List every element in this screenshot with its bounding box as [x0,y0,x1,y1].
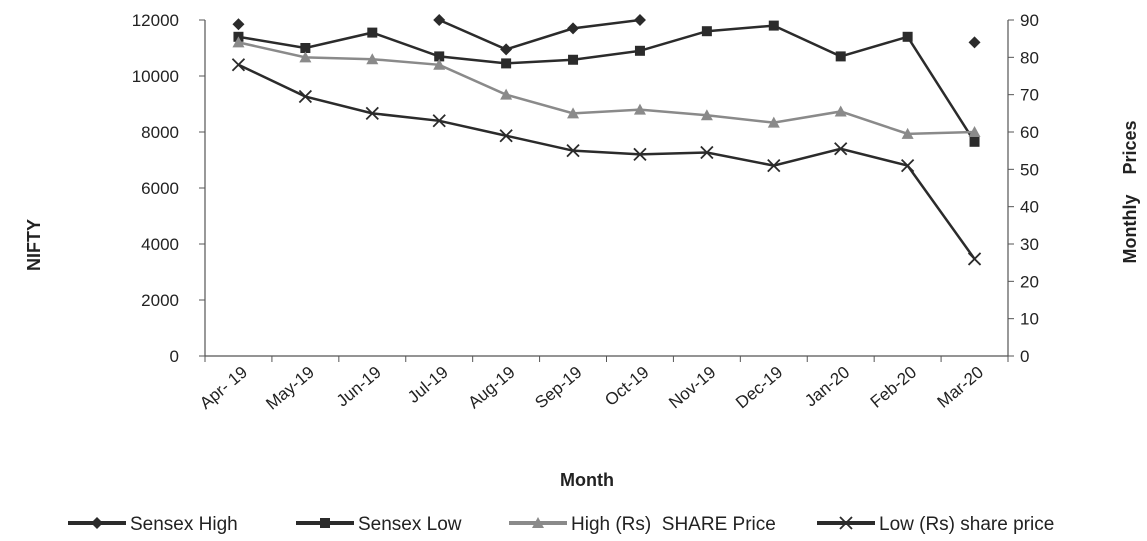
y-tick-label-right: 10 [1020,310,1039,329]
data-point [499,129,513,143]
x-tick-label: Mar-20 [934,363,987,412]
data-point [567,107,580,119]
legend-item: Low (Rs) share price [817,514,1054,535]
legend-label: Sensex High [130,514,238,535]
x-tick-label: Aug-19 [464,363,518,413]
y-tick-label-left: 4000 [141,235,179,254]
data-point [298,89,313,104]
y-tick-label-left: 10000 [132,67,179,86]
axes: 0 2000 4000 6000 8000 10000 12000 0 10 20 30 40 50 60… [132,11,1039,414]
data-point [700,145,714,160]
data-point [434,51,445,62]
x-tick-label: Jun-19 [333,363,385,411]
y-tick-label-right: 30 [1020,235,1039,254]
data-point [633,14,646,26]
legend-label: High (Rs) SHARE Price [571,514,776,535]
data-point [366,53,379,65]
data-point [835,51,846,62]
series-line [438,18,641,51]
data-point [701,26,712,37]
data-point [633,147,647,162]
data-point [633,103,646,115]
series-line [237,63,976,260]
data-point [834,105,847,117]
data-point [767,116,780,128]
legend-item: High (Rs) SHARE Price [509,514,776,535]
data-point [568,54,579,65]
data-point [433,58,446,70]
data-point [968,126,981,137]
legend-item: Sensex High [68,514,238,535]
data-point [232,36,245,48]
y-axis-title-left: NIFTY [24,219,44,271]
data-point [968,36,981,49]
data-point [634,45,645,56]
legend-marker [320,518,330,528]
data-point [700,109,713,121]
data-point [834,142,848,156]
series-line [238,41,975,136]
x-tick-label: Jul-19 [404,363,452,407]
series-3 [231,58,982,266]
y-tick-label-right: 20 [1020,272,1039,291]
y-tick-label-left: 2000 [141,291,179,310]
y-tick-label-right: 80 [1020,48,1039,67]
series-1 [233,20,980,147]
series-layer [231,14,982,266]
data-point [367,27,378,38]
y-tick-label-left: 6000 [141,179,179,198]
x-tick-label: Dec-19 [732,363,786,413]
data-point [567,22,580,35]
data-point [501,58,512,69]
data-point [433,14,446,26]
x-tick-label: Sep-19 [531,363,585,413]
legend-label: Low (Rs) share price [879,514,1054,535]
data-point [900,158,915,173]
data-point [231,58,246,72]
data-point [500,88,513,100]
legend-label: Sensex Low [358,514,462,535]
legend-marker [839,516,853,530]
data-point [566,144,580,158]
x-tick-label: Oct-19 [601,363,652,410]
y-tick-label-right: 60 [1020,123,1039,142]
data-point [299,51,312,63]
legend-item: Sensex Low [296,514,462,535]
x-tick-label: Jan-20 [801,363,853,411]
data-point [967,252,982,266]
y-tick-label-left: 8000 [141,123,179,142]
data-point [768,20,779,31]
data-point [232,18,245,31]
x-tick-label: Apr- 19 [196,363,251,413]
data-point [365,106,379,120]
y-tick-label-left: 12000 [132,11,179,30]
legend: Sensex High Sensex Low High (Rs) SHARE Pri… [68,514,1054,535]
data-point [902,31,913,42]
x-tick-label: May-19 [262,363,318,414]
data-point [969,136,980,147]
series-2 [232,36,981,139]
data-point [901,127,914,139]
series-0 [232,14,981,56]
x-axis-title: Month [560,470,614,490]
y-tick-label-right: 0 [1020,347,1029,366]
y-tick-label-right: 70 [1020,86,1039,105]
x-tick-label: Nov-19 [665,363,719,413]
y-tick-label-right: 90 [1020,11,1039,30]
y-tick-label-left: 0 [170,347,179,366]
series-line [238,24,976,143]
data-point [432,114,446,128]
data-point [500,43,513,56]
data-point [300,43,311,53]
y-axis-title-right: Monthly Prices [1120,120,1140,263]
y-tick-label-right: 50 [1020,160,1039,179]
legend-marker [532,517,544,528]
x-tick-label: Feb-20 [867,363,920,412]
data-point [767,158,781,173]
legend-marker [91,517,103,529]
y-tick-label-right: 40 [1020,198,1039,217]
